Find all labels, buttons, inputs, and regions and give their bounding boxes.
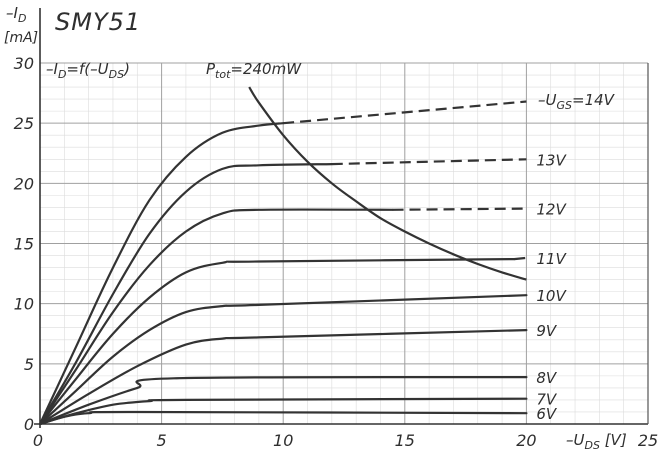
curve-9v bbox=[38, 329, 528, 426]
x-axis-label: –UDS [V] bbox=[566, 431, 627, 452]
power-curve-label: Ptot=240mW bbox=[206, 60, 302, 81]
y-tick-label: 10 bbox=[14, 295, 34, 314]
axes bbox=[34, 8, 649, 428]
y-tick-label: 20 bbox=[14, 174, 34, 193]
curve-12v-extrapolated bbox=[392, 207, 527, 211]
y-tick-label: 15 bbox=[14, 235, 34, 254]
curve-label-12v: 12V bbox=[536, 201, 567, 219]
x-tick-label: 25 bbox=[638, 431, 658, 450]
curve-13v bbox=[38, 163, 333, 426]
tick-labels: 0 5 10 15 20 25 0 5 10 15 20 25 30 bbox=[14, 54, 659, 450]
curve-12v bbox=[38, 208, 394, 426]
curve-label-13v: 13V bbox=[536, 151, 567, 169]
x-tick-label: 0 bbox=[33, 431, 43, 450]
curve-11v bbox=[38, 258, 516, 426]
y-tick-label: 30 bbox=[14, 54, 34, 73]
curve-14v-extrapolated bbox=[283, 100, 527, 125]
curve-label-11v: 11V bbox=[536, 250, 567, 268]
y-tick-label: 5 bbox=[24, 355, 34, 374]
x-tick-label: 15 bbox=[395, 431, 415, 450]
power-curve bbox=[248, 86, 527, 281]
curve-label-8v: 8V bbox=[536, 369, 558, 387]
characteristic-curves bbox=[38, 100, 528, 426]
x-tick-label: 20 bbox=[516, 431, 536, 450]
curve-7v bbox=[38, 397, 528, 426]
chart-title: SMY51 bbox=[55, 8, 141, 36]
curve-label-6v: 6V bbox=[536, 405, 558, 423]
curve-label-9v: 9V bbox=[536, 322, 558, 340]
curve-8v bbox=[38, 375, 528, 426]
curve-label-10v: 10V bbox=[536, 287, 567, 305]
curve-label-7v: 7V bbox=[536, 391, 558, 409]
x-tick-label: 10 bbox=[273, 431, 293, 450]
y-tick-label: 25 bbox=[14, 114, 34, 133]
curve-10v bbox=[38, 294, 528, 426]
y-tick-label: 0 bbox=[24, 415, 34, 434]
power-hyperbola bbox=[248, 86, 527, 281]
curve-11v-extrapolated bbox=[514, 256, 527, 261]
x-tick-label: 5 bbox=[157, 431, 167, 450]
y-axis-unit: [mA] bbox=[4, 30, 38, 46]
curve-13v-extrapolated bbox=[331, 158, 527, 166]
curve-14v bbox=[38, 122, 285, 426]
curve-label-14v: –UGS=14V bbox=[538, 91, 616, 112]
